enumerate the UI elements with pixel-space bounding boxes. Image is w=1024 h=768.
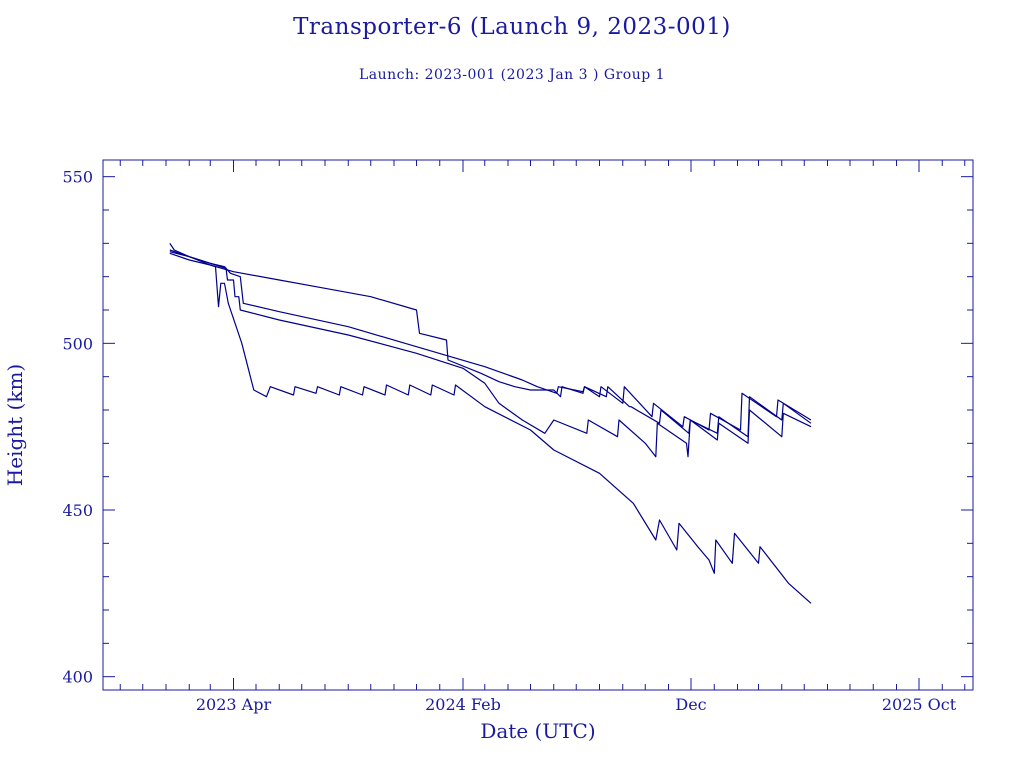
y-axis-label: Height (km) bbox=[3, 364, 27, 486]
y-tick-label: 500 bbox=[62, 334, 93, 353]
y-tick-label: 400 bbox=[62, 668, 93, 687]
x-tick-label: 2025 Oct bbox=[882, 695, 957, 714]
series-line-1 bbox=[169, 242, 812, 431]
axis-ticks: 400 450 500 550 2023 Apr 2024 Feb Dec 2025 Oct bbox=[62, 160, 973, 714]
x-axis-label: Date (UTC) bbox=[480, 719, 595, 743]
data-series bbox=[169, 242, 812, 604]
chart-title: Transporter-6 (Launch 9, 2023-001) bbox=[293, 14, 731, 40]
series-line-4 bbox=[169, 252, 812, 604]
chart-subtitle: Launch: 2023-001 (2023 Jan 3 ) Group 1 bbox=[358, 67, 666, 83]
y-tick-label: 450 bbox=[62, 501, 93, 520]
series-line-3 bbox=[169, 251, 812, 458]
x-tick-label: 2024 Feb bbox=[425, 695, 501, 714]
x-tick-label: 2023 Apr bbox=[196, 695, 272, 714]
plot-frame bbox=[102, 159, 974, 691]
y-tick-label: 550 bbox=[62, 168, 93, 187]
x-tick-label: Dec bbox=[675, 695, 706, 714]
series-line-2 bbox=[169, 249, 812, 438]
